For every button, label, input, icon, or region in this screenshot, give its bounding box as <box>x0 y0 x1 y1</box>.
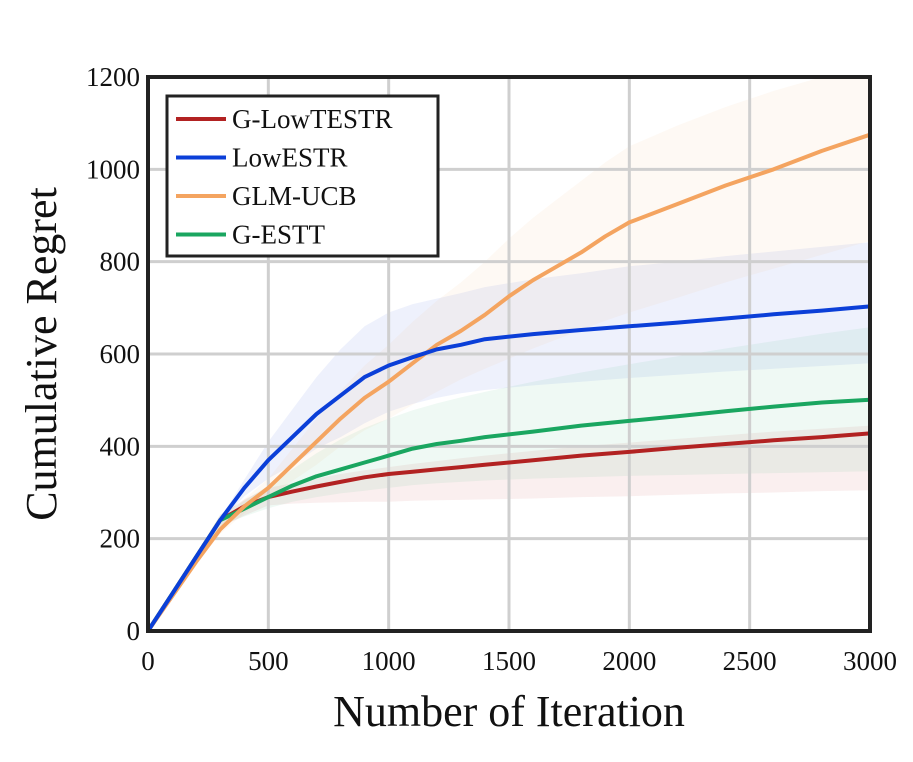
band-lowestr <box>148 242 870 632</box>
legend-label: LowESTR <box>232 143 348 173</box>
y-tick-label: 600 <box>100 339 141 369</box>
legend: G-LowTESTR LowESTR GLM-UCB G-ESTT <box>165 94 440 258</box>
y-axis-title: Cumulative Regret <box>17 187 66 521</box>
y-tick-label: 800 <box>100 247 141 277</box>
x-tick-label: 1000 <box>362 646 416 676</box>
x-tick-label: 0 <box>141 646 155 676</box>
legend-label: G-LowTESTR <box>232 104 392 134</box>
legend-label: G-ESTT <box>232 220 325 250</box>
legend-box <box>165 94 440 258</box>
y-tick-label: 1000 <box>86 154 140 184</box>
band-g-lowtestr <box>148 425 870 631</box>
x-tick-label: 500 <box>248 646 289 676</box>
x-tick-label: 3000 <box>843 646 897 676</box>
series-lines <box>146 132 871 633</box>
y-tick-labels: 0 200 400 600 800 1000 1200 <box>86 62 140 646</box>
series-line-lowestr <box>146 304 871 633</box>
y-tick-label: 200 <box>100 524 141 554</box>
y-tick-label: 400 <box>100 431 141 461</box>
plot-frame <box>146 75 872 633</box>
y-tick-label: 1200 <box>86 62 140 92</box>
y-tick-label: 0 <box>127 616 141 646</box>
x-tick-label: 2000 <box>602 646 656 676</box>
x-tick-label: 2500 <box>723 646 777 676</box>
x-tick-label: 1500 <box>482 646 536 676</box>
legend-label: GLM-UCB <box>232 181 357 211</box>
x-axis-title: Number of Iteration <box>333 687 685 736</box>
grid-lines <box>148 77 870 631</box>
x-tick-labels: 0 500 1000 1500 2000 2500 3000 <box>141 646 897 676</box>
series-line-glm-ucb <box>146 132 871 633</box>
